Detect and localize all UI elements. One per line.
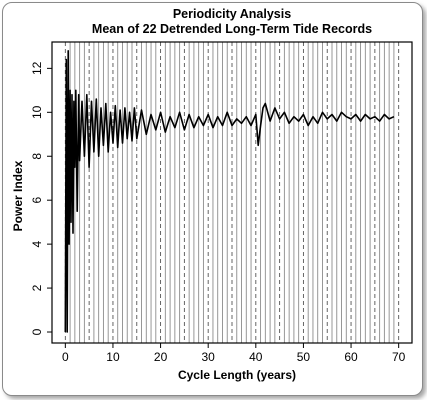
- chart-title: Periodicity Analysis: [173, 7, 291, 21]
- power-index-series: [64, 49, 395, 333]
- y-tick-label: 6: [30, 197, 44, 204]
- plot-box: [51, 41, 413, 344]
- series-layer: [64, 49, 395, 333]
- x-tick-label: 0: [62, 350, 69, 364]
- x-tick-label: 70: [392, 350, 406, 364]
- x-tick-label: 60: [344, 350, 358, 364]
- y-tick-label: 12: [30, 61, 44, 75]
- x-axis-label: Cycle Length (years): [178, 368, 296, 382]
- y-axis-label: Power Index: [11, 160, 25, 231]
- y-tick-label: 4: [30, 240, 44, 247]
- x-tick-label: 40: [249, 350, 263, 364]
- y-tick-label: 0: [30, 328, 44, 335]
- x-tick-label: 50: [297, 350, 311, 364]
- vertical-grid: [64, 42, 400, 343]
- axes-layer: 0 10 20 30 40 50 60 70 0 2 4 6 8 10 12: [30, 41, 413, 364]
- x-tick-label: 20: [154, 350, 168, 364]
- y-tick-label: 2: [30, 284, 44, 291]
- x-tick-label: 10: [106, 350, 120, 364]
- y-tick-label: 10: [30, 105, 44, 119]
- y-tick-label: 8: [30, 153, 44, 160]
- chart-subtitle: Mean of 22 Detrended Long-Term Tide Reco…: [92, 22, 372, 36]
- x-tick-label: 30: [202, 350, 216, 364]
